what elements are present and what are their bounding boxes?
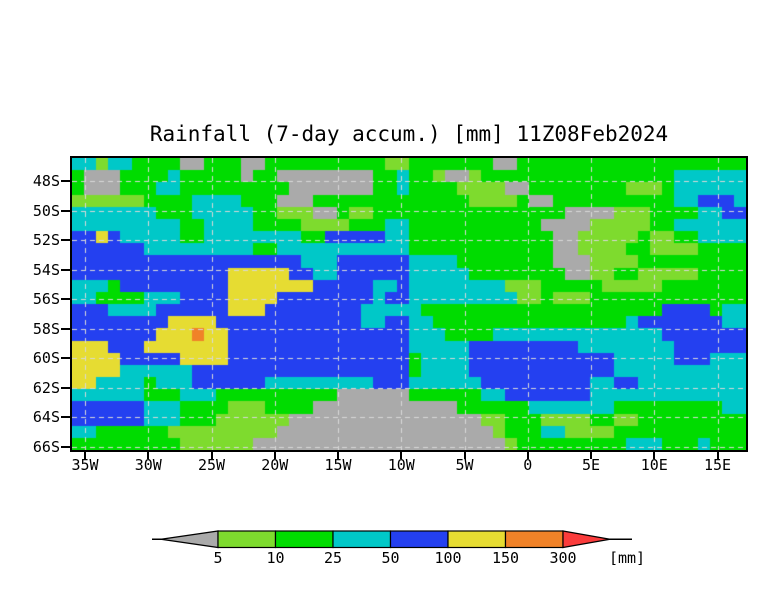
lon-tick-label: 10E bbox=[640, 456, 668, 474]
lon-tick-label: 15E bbox=[703, 456, 732, 474]
lon-tick-label: 5E bbox=[581, 456, 601, 474]
lon-tick-mark bbox=[210, 452, 213, 459]
lon-tick-label: 25W bbox=[197, 456, 226, 474]
colorbar-segment bbox=[504, 530, 564, 549]
lon-tick-mark bbox=[653, 452, 656, 459]
colorbar-segment bbox=[447, 530, 507, 549]
colorbar-label: 50 bbox=[381, 549, 399, 567]
lat-tick-label: 64S bbox=[32, 408, 60, 427]
map-plot bbox=[70, 156, 748, 452]
lat-tick-label: 62S bbox=[32, 378, 60, 397]
rainfall-raster bbox=[72, 158, 746, 450]
lat-tick-label: 54S bbox=[32, 260, 60, 279]
lat-tick-label: 50S bbox=[32, 201, 60, 220]
lon-tick-mark bbox=[273, 452, 276, 459]
lat-tick-mark bbox=[61, 445, 70, 448]
lon-tick-label: 10W bbox=[387, 456, 415, 474]
lon-tick-mark bbox=[147, 452, 150, 459]
lat-tick-mark bbox=[61, 357, 70, 360]
colorbar-label: 100 bbox=[434, 549, 461, 567]
colorbar-label: 150 bbox=[492, 549, 519, 567]
lon-tick-mark bbox=[337, 452, 339, 459]
lat-tick-mark bbox=[61, 239, 70, 242]
colorbar-segment bbox=[389, 530, 449, 549]
lat-tick-label: 56S bbox=[32, 290, 60, 309]
colorbar-segment bbox=[332, 530, 392, 549]
lon-tick-label: 20W bbox=[261, 456, 289, 474]
lat-tick-mark bbox=[61, 298, 70, 301]
lat-tick-label: 48S bbox=[32, 172, 60, 190]
colorbar-segment bbox=[274, 530, 334, 549]
colorbar-unit-label: [mm] bbox=[609, 549, 645, 567]
lon-tick-mark bbox=[716, 452, 719, 459]
lat-tick-label: 52S bbox=[32, 231, 60, 250]
lon-tick-mark bbox=[590, 452, 592, 459]
lat-tick-label: 60S bbox=[32, 349, 60, 368]
lon-tick-label: 0 bbox=[523, 456, 533, 474]
colorbar-label: 300 bbox=[549, 549, 576, 567]
colorbar-label: 10 bbox=[266, 549, 284, 567]
colorbar-above-max-arrow bbox=[562, 530, 611, 549]
colorbar-segment bbox=[217, 530, 277, 549]
chart-title: Rainfall (7-day accum.) [mm] 11Z08Feb202… bbox=[149, 122, 669, 146]
lat-tick-label: 66S bbox=[32, 437, 60, 456]
lon-tick-mark bbox=[463, 452, 466, 459]
colorbar-label: 5 bbox=[213, 549, 222, 567]
lat-tick-mark bbox=[61, 268, 70, 271]
lon-tick-label: 30W bbox=[134, 456, 162, 474]
lat-tick-mark bbox=[61, 209, 70, 212]
lon-tick-label: 15W bbox=[324, 456, 352, 474]
lat-tick-mark bbox=[61, 416, 70, 419]
colorbar-legend: 5 10 25 50 100 150 300 [mm] bbox=[152, 530, 645, 567]
lon-tick-mark bbox=[526, 452, 529, 459]
lon-tick-label: 5W bbox=[455, 456, 474, 474]
colorbar-below-min-arrow bbox=[160, 530, 219, 549]
lat-tick-label: 58S bbox=[32, 319, 60, 338]
lon-tick-mark bbox=[84, 452, 86, 459]
lon-tick-mark bbox=[400, 452, 403, 459]
lat-tick-mark bbox=[61, 386, 70, 389]
lat-tick-mark bbox=[61, 327, 70, 330]
lon-tick-label: 35W bbox=[71, 456, 99, 474]
lat-tick-mark bbox=[61, 180, 70, 182]
colorbar-label: 25 bbox=[324, 549, 342, 567]
